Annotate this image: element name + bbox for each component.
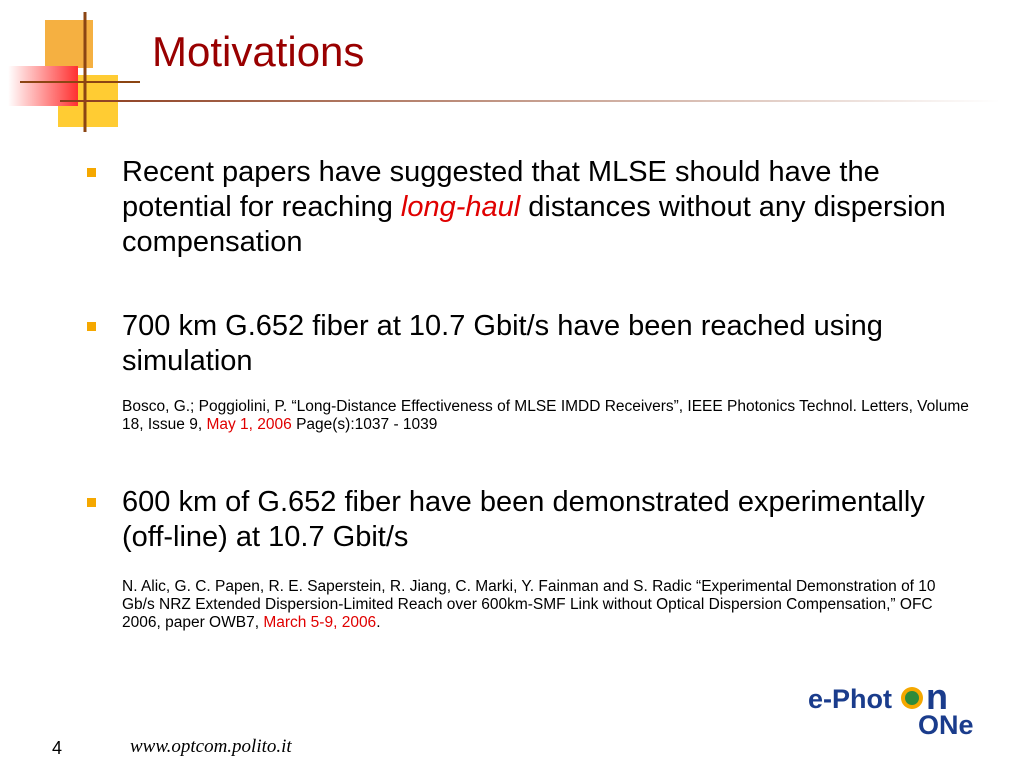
bullet: Recent papers have suggested that MLSE s…: [87, 155, 972, 260]
text: distances without any dispersion compens…: [122, 191, 946, 258]
text: Recent papers have suggested that MLSE s…: [122, 156, 880, 223]
logo-text: ONe: [918, 710, 974, 740]
highlight: May 1, 2006: [206, 416, 292, 433]
footer-url: www.optcom.polito.it: [130, 736, 292, 757]
text: N. Alic, G. C. Papen, R. E. Saperstein, …: [122, 578, 936, 631]
text: Page(s):1037 - 1039: [291, 416, 438, 433]
highlight: March 5-9, 2006: [263, 614, 377, 631]
title-underline: [60, 100, 1000, 102]
logo-text: n: [926, 676, 948, 717]
text: 600 km of G.652 fiber have been demonstr…: [122, 486, 925, 553]
highlight: long-haul: [400, 191, 521, 223]
text: Bosco, G.; Poggiolini, P. “Long-Distance…: [122, 398, 969, 433]
logo-text: e-Phot: [808, 684, 892, 714]
text: .: [376, 614, 381, 631]
logo: e-Phot n ONe: [808, 676, 998, 742]
text: 700 km G.652 fiber at 10.7 Gbit/s have b…: [122, 310, 883, 377]
reference: Bosco, G.; Poggiolini, P. “Long-Distance…: [122, 398, 972, 434]
bullet: 600 km of G.652 fiber have been demonstr…: [87, 485, 972, 555]
decoration: [8, 12, 1000, 132]
page-number: 4: [52, 738, 63, 758]
deco-gradient: [8, 66, 78, 106]
slide-title: Motivations: [152, 28, 365, 75]
logo-globe: [901, 687, 923, 709]
bullet: 700 km G.652 fiber at 10.7 Gbit/s have b…: [87, 309, 972, 379]
reference: N. Alic, G. C. Papen, R. E. Saperstein, …: [122, 578, 972, 632]
